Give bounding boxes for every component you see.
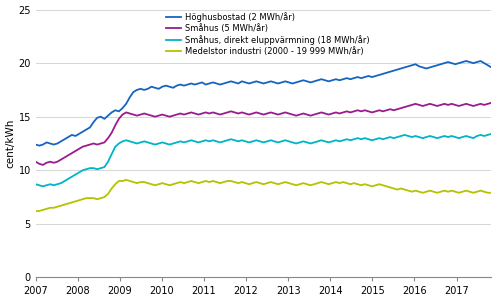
Småhus (5 MWh/år) <box>420 104 426 108</box>
Höghusbostad (2 MWh/år) <box>300 79 306 82</box>
Höghusbostad (2 MWh/år) <box>33 143 39 146</box>
Småhus (5 MWh/år) <box>326 113 331 116</box>
Y-axis label: cent/kWh: cent/kWh <box>5 119 15 168</box>
Höghusbostad (2 MWh/år) <box>460 60 466 64</box>
Småhus, direkt eluppvärmning (18 MWh/år) <box>40 185 46 188</box>
Småhus (5 MWh/år) <box>489 101 495 104</box>
Medelstor industri (2000 - 19 999 MWh/år) <box>308 183 314 187</box>
Småhus (5 MWh/år) <box>33 160 39 163</box>
Medelstor industri (2000 - 19 999 MWh/år) <box>326 182 331 186</box>
Småhus (5 MWh/år) <box>40 163 46 167</box>
Småhus (5 MWh/år) <box>460 103 466 107</box>
Line: Medelstor industri (2000 - 19 999 MWh/år): Medelstor industri (2000 - 19 999 MWh/år… <box>36 180 492 211</box>
Småhus, direkt eluppvärmning (18 MWh/år) <box>326 141 331 144</box>
Småhus, direkt eluppvärmning (18 MWh/år) <box>308 142 314 145</box>
Medelstor industri (2000 - 19 999 MWh/år) <box>460 190 466 194</box>
Småhus, direkt eluppvärmning (18 MWh/år) <box>420 136 426 140</box>
Höghusbostad (2 MWh/år) <box>326 79 331 83</box>
Medelstor industri (2000 - 19 999 MWh/år) <box>300 181 306 185</box>
Line: Höghusbostad (2 MWh/år): Höghusbostad (2 MWh/år) <box>36 61 492 146</box>
Höghusbostad (2 MWh/år) <box>36 144 42 147</box>
Höghusbostad (2 MWh/år) <box>420 66 426 69</box>
Medelstor industri (2000 - 19 999 MWh/år) <box>123 178 129 182</box>
Medelstor industri (2000 - 19 999 MWh/år) <box>420 191 426 194</box>
Line: Småhus, direkt eluppvärmning (18 MWh/år): Småhus, direkt eluppvärmning (18 MWh/år) <box>36 134 492 186</box>
Medelstor industri (2000 - 19 999 MWh/år) <box>54 205 60 208</box>
Höghusbostad (2 MWh/år) <box>308 81 314 84</box>
Småhus, direkt eluppvärmning (18 MWh/år) <box>58 181 64 185</box>
Småhus (5 MWh/år) <box>300 112 306 115</box>
Legend: Höghusbostad (2 MWh/år), Småhus (5 MWh/år), Småhus, direkt eluppvärmning (18 MWh: Höghusbostad (2 MWh/år), Småhus (5 MWh/å… <box>163 8 373 59</box>
Småhus, direkt eluppvärmning (18 MWh/år) <box>33 182 39 186</box>
Småhus, direkt eluppvärmning (18 MWh/år) <box>300 140 306 143</box>
Line: Småhus (5 MWh/år): Småhus (5 MWh/år) <box>36 103 492 165</box>
Medelstor industri (2000 - 19 999 MWh/år) <box>33 209 39 213</box>
Höghusbostad (2 MWh/år) <box>489 66 495 69</box>
Höghusbostad (2 MWh/år) <box>463 59 469 63</box>
Småhus, direkt eluppvärmning (18 MWh/år) <box>489 132 495 136</box>
Höghusbostad (2 MWh/år) <box>58 140 64 143</box>
Småhus (5 MWh/år) <box>308 114 314 117</box>
Medelstor industri (2000 - 19 999 MWh/år) <box>489 191 495 194</box>
Småhus, direkt eluppvärmning (18 MWh/år) <box>460 135 466 139</box>
Småhus (5 MWh/år) <box>58 158 64 161</box>
